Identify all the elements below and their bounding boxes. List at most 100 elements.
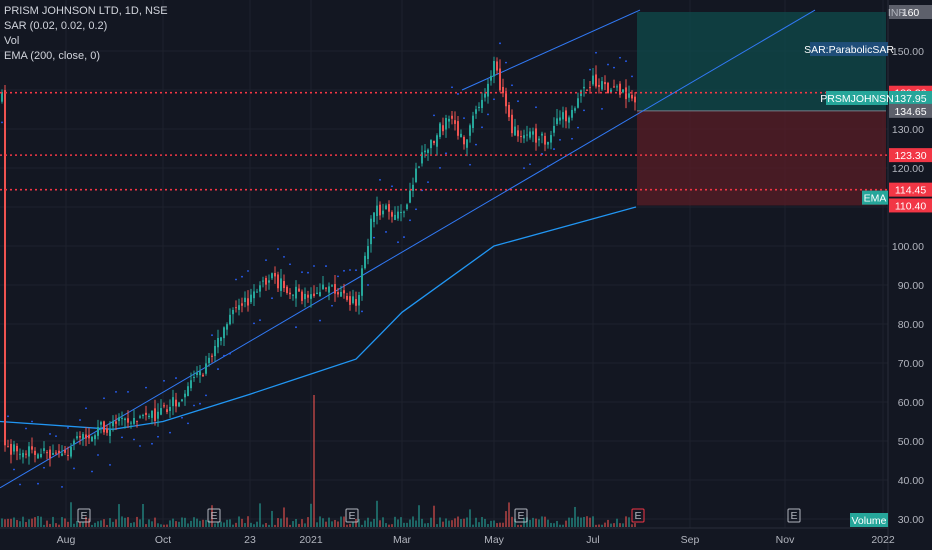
volume-bar — [55, 523, 57, 527]
candle-body — [67, 454, 69, 456]
volume-bar — [19, 521, 21, 527]
ema-label-bg — [862, 190, 888, 205]
sar-dot — [307, 271, 309, 274]
sar-dot — [223, 354, 225, 357]
candle-body — [595, 74, 597, 87]
candle-body — [73, 440, 75, 445]
sar-dot — [457, 93, 459, 95]
volume-bar — [325, 521, 327, 527]
price-tick: 130.00 — [892, 124, 924, 136]
time-tick: Aug — [57, 534, 76, 546]
sar-dot — [61, 486, 63, 488]
candle-body — [265, 277, 267, 285]
sar-dot — [145, 386, 147, 389]
volume-bar — [70, 502, 72, 527]
volume-bar — [604, 522, 606, 527]
price-tick: 90.00 — [898, 280, 924, 292]
candle-body — [487, 83, 489, 97]
volume-bar — [154, 517, 156, 527]
sar-dot — [109, 464, 111, 466]
candle-body — [634, 96, 636, 103]
candle-body — [82, 433, 84, 440]
volume-bar — [94, 522, 96, 527]
price-tick: 30.00 — [898, 514, 924, 526]
volume-bar — [112, 521, 114, 527]
sar-dot — [265, 259, 267, 262]
sar-dot — [247, 270, 249, 272]
price-axis[interactable]: 30.00 40.00 50.00 60.00 70.00 80.00 90.00 100.0… — [887, 0, 924, 550]
ema-label: EMA — [864, 193, 887, 205]
candle-body — [496, 61, 498, 71]
candle-body — [337, 292, 339, 295]
sar-dot — [73, 467, 75, 470]
price-tag — [889, 103, 932, 118]
sar-dot — [523, 167, 525, 170]
candle-body — [148, 415, 150, 418]
candle-body — [154, 408, 156, 421]
volume-bar — [328, 517, 330, 527]
earnings-marker — [77, 508, 91, 523]
sar-dot — [127, 391, 129, 393]
sar-label: SAR:ParabolicSAR — [804, 44, 894, 56]
volume-bar — [373, 518, 375, 527]
sar-dots — [1, 42, 633, 488]
sar-dot — [577, 126, 579, 129]
candle-body — [349, 296, 351, 305]
price-tick: 100.00 — [892, 241, 924, 253]
candle-body — [136, 420, 138, 422]
volume-bar — [223, 522, 225, 527]
candle-body — [58, 450, 60, 453]
volume-bar — [157, 523, 159, 527]
symbol-label-bg — [826, 90, 888, 105]
candle-body — [217, 337, 219, 348]
sar-dot — [91, 470, 93, 473]
volume-bar — [466, 517, 468, 527]
volume-bar — [193, 517, 195, 527]
sar-dot — [169, 431, 171, 434]
candle-body — [535, 128, 537, 143]
sar-legend: SAR (0.02, 0.02, 0.2) — [4, 20, 108, 32]
volume-bar — [7, 518, 9, 527]
sar-dot — [193, 404, 195, 407]
candle-body — [451, 115, 453, 119]
sar-dot — [535, 106, 537, 109]
volume-bar — [460, 519, 462, 527]
volume-bar — [61, 517, 63, 527]
volume-bar — [172, 518, 174, 527]
earnings-marker-label: E — [348, 510, 355, 522]
volume-bar — [385, 523, 387, 527]
sar-dot — [487, 113, 489, 116]
candle-body — [394, 214, 396, 220]
volume-bar — [109, 518, 111, 527]
candle-body — [544, 135, 546, 145]
volume-bar — [424, 523, 426, 527]
sar-dot — [415, 208, 417, 211]
volume-bar — [556, 520, 558, 527]
sar-dot — [625, 60, 627, 63]
volume-bar — [394, 516, 396, 527]
volume-bar — [583, 516, 585, 527]
time-tick: Jul — [586, 534, 599, 546]
volume-bar — [496, 523, 498, 527]
volume-bar — [277, 518, 279, 527]
candle-body — [340, 291, 342, 297]
volume-bar — [565, 520, 567, 527]
volume-bar — [115, 519, 117, 527]
volume-bar — [202, 519, 204, 527]
volume-bar — [307, 517, 309, 527]
volume-bar — [436, 524, 438, 527]
volume-bar — [82, 522, 84, 527]
volume-bar — [196, 518, 198, 527]
earnings-marker-label: E — [634, 510, 641, 522]
volume-bar — [136, 516, 138, 527]
volume-bar — [43, 524, 45, 527]
candle-body — [271, 273, 273, 279]
volume-bar — [133, 522, 135, 527]
volume-bar — [400, 517, 402, 527]
time-axis[interactable]: Aug Oct 23 2021 Mar May Jul Sep Nov 2022 — [0, 527, 895, 546]
candle-body — [229, 314, 231, 325]
candle-body — [430, 140, 432, 149]
candle-body — [577, 98, 579, 108]
candle-body — [442, 125, 444, 132]
